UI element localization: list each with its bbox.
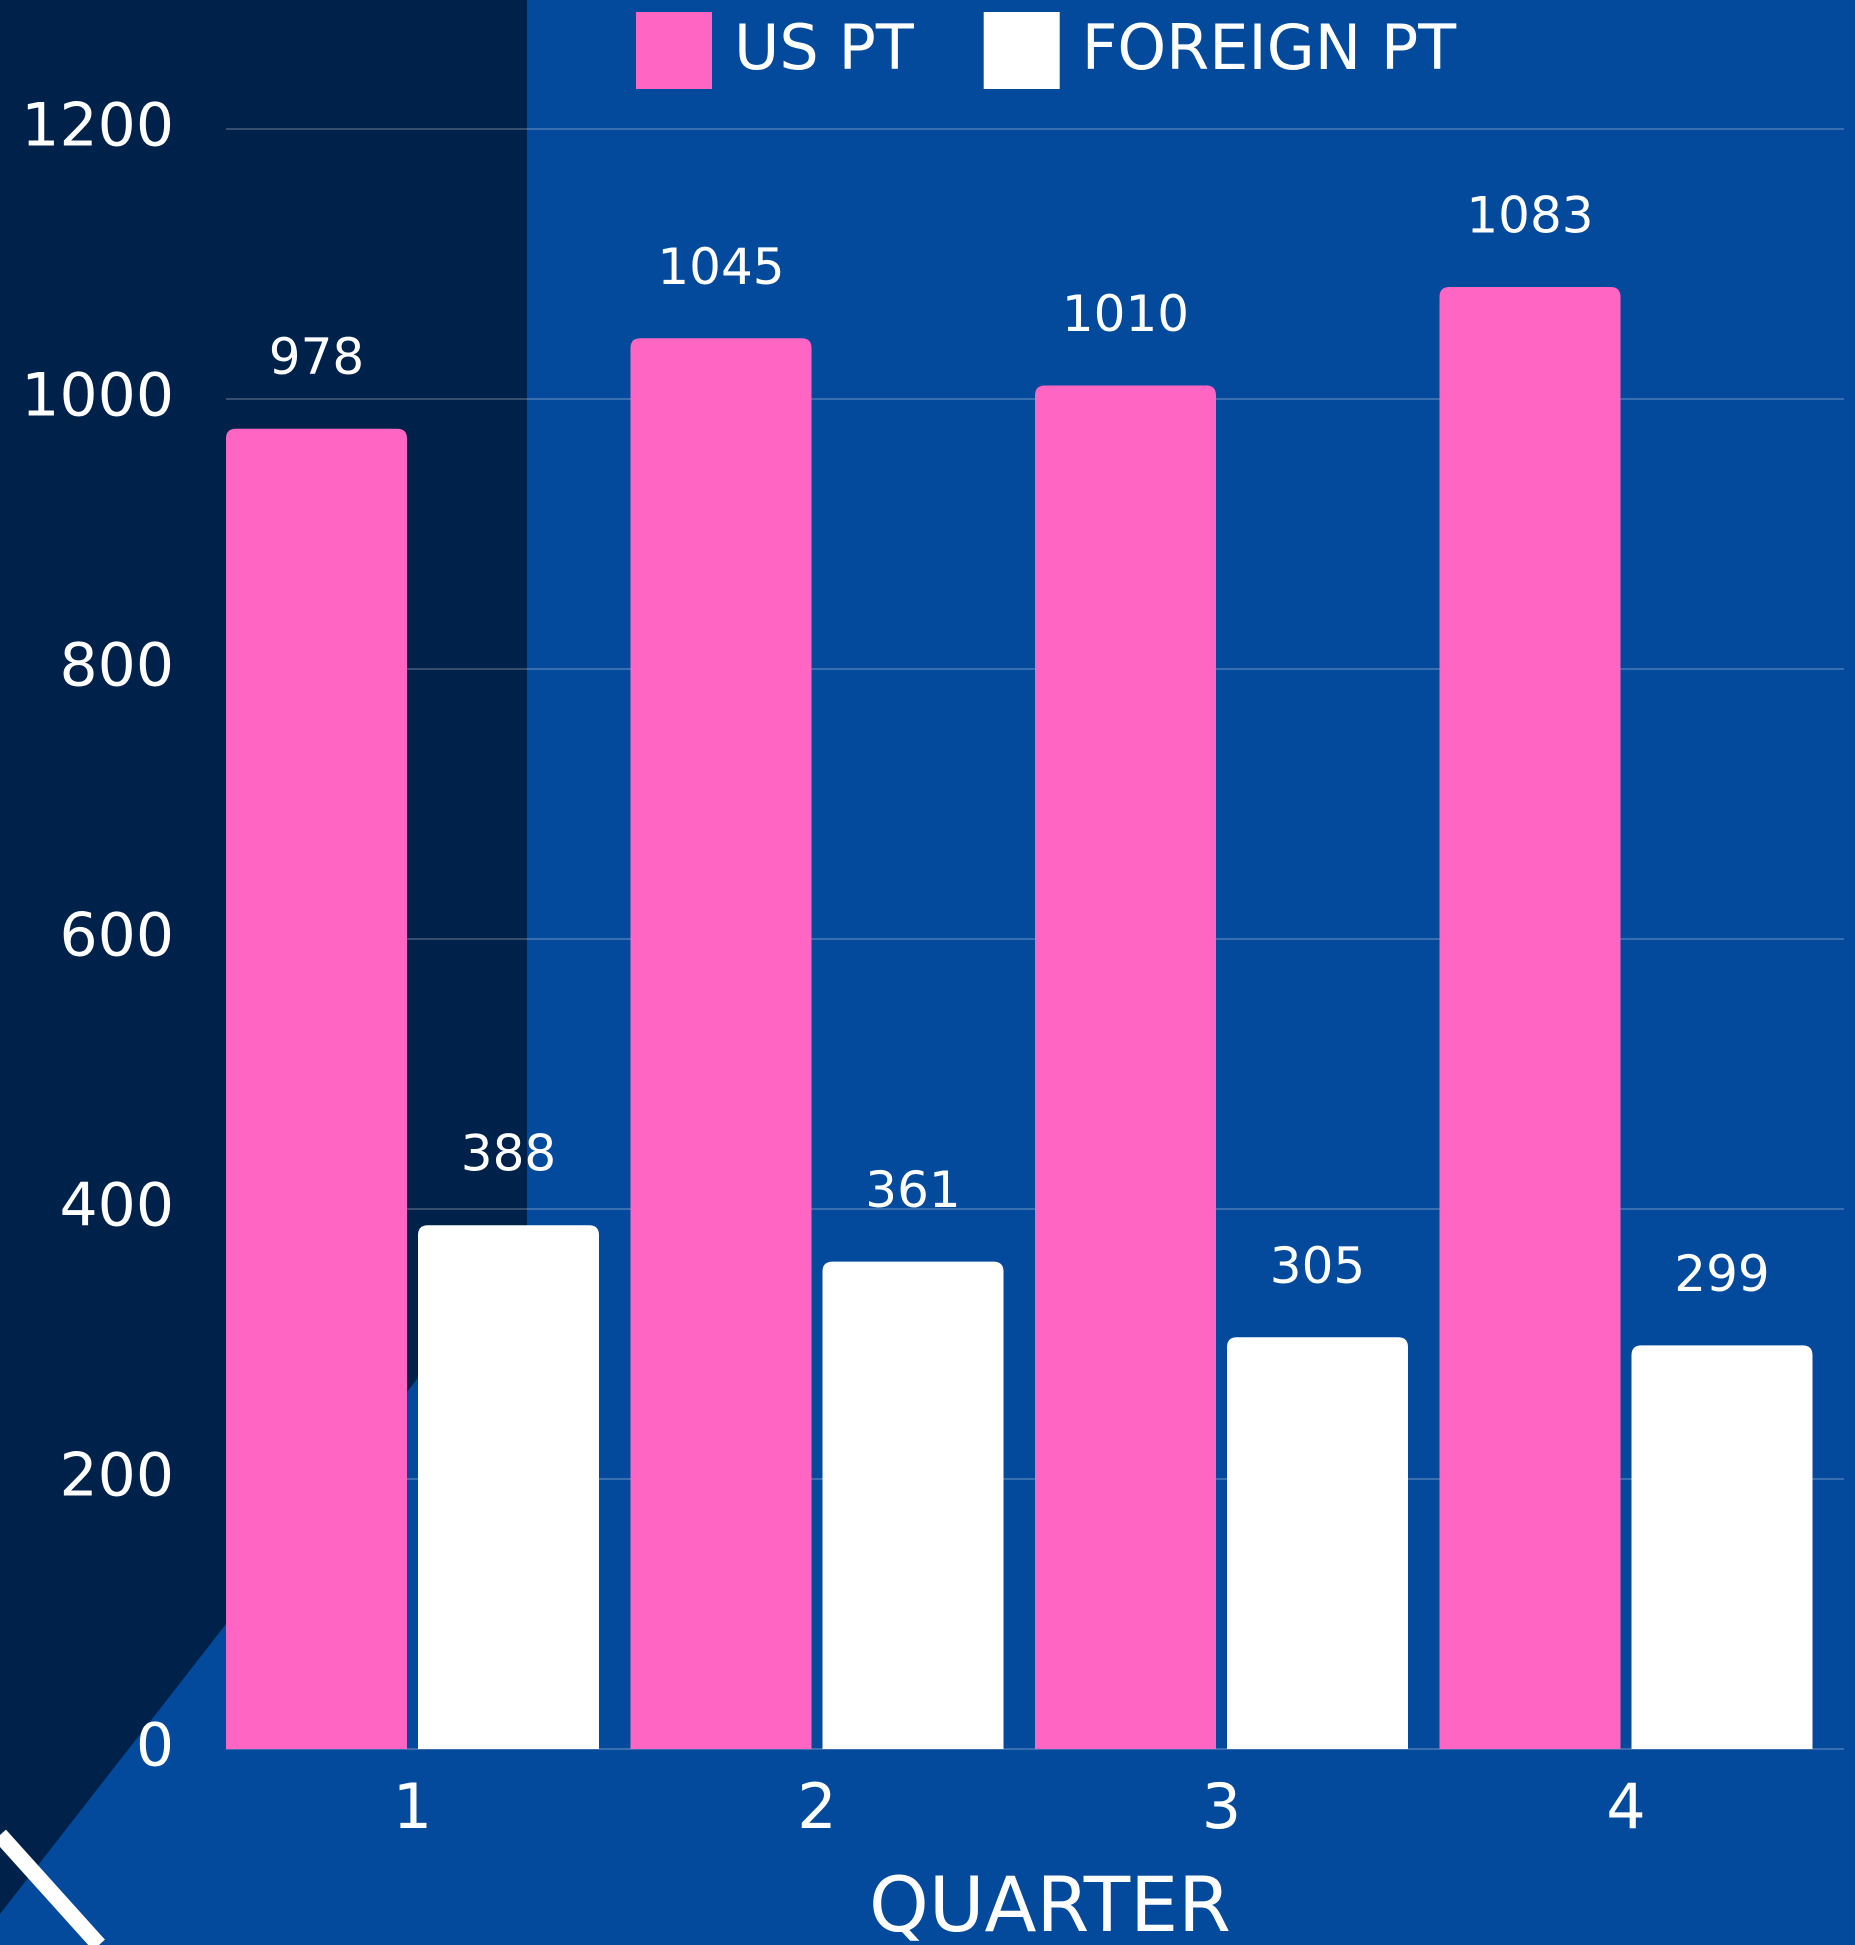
value-label: 361 — [865, 1161, 960, 1219]
x-tick-label: 3 — [1202, 1770, 1241, 1843]
bar — [1631, 1345, 1813, 1749]
bar — [630, 338, 812, 1749]
bar — [1439, 286, 1621, 1750]
x-axis-title: QUARTER — [869, 1860, 1231, 1945]
y-tick-label: 200 — [59, 1441, 174, 1511]
y-tick-label: 800 — [59, 631, 174, 701]
y-tick-label: 600 — [59, 901, 174, 971]
y-tick-label: 1200 — [21, 91, 174, 161]
bar — [1035, 385, 1216, 1749]
y-tick-label: 0 — [136, 1711, 174, 1781]
legend-label: US PT — [734, 11, 915, 84]
x-tick-label: 2 — [797, 1770, 836, 1843]
y-tick-label: 400 — [59, 1171, 174, 1241]
x-tick-label: 1 — [393, 1770, 432, 1843]
value-label: 978 — [269, 328, 364, 386]
x-tick-label: 4 — [1606, 1770, 1645, 1843]
value-label: 1010 — [1062, 285, 1189, 343]
value-label: 299 — [1674, 1245, 1769, 1303]
legend-swatch — [983, 12, 1060, 89]
legend-label: FOREIGN PT — [1082, 11, 1458, 84]
legend-swatch — [636, 12, 712, 89]
bar — [418, 1225, 599, 1749]
bar — [1227, 1337, 1408, 1749]
value-label: 1083 — [1466, 186, 1593, 244]
decor-line — [0, 1829, 105, 1945]
bar — [226, 428, 407, 1750]
value-label: 305 — [1270, 1237, 1365, 1295]
value-label: 1045 — [657, 238, 784, 296]
y-tick-label: 1000 — [21, 361, 174, 431]
bar — [822, 1261, 1004, 1749]
value-label: 388 — [461, 1125, 556, 1183]
